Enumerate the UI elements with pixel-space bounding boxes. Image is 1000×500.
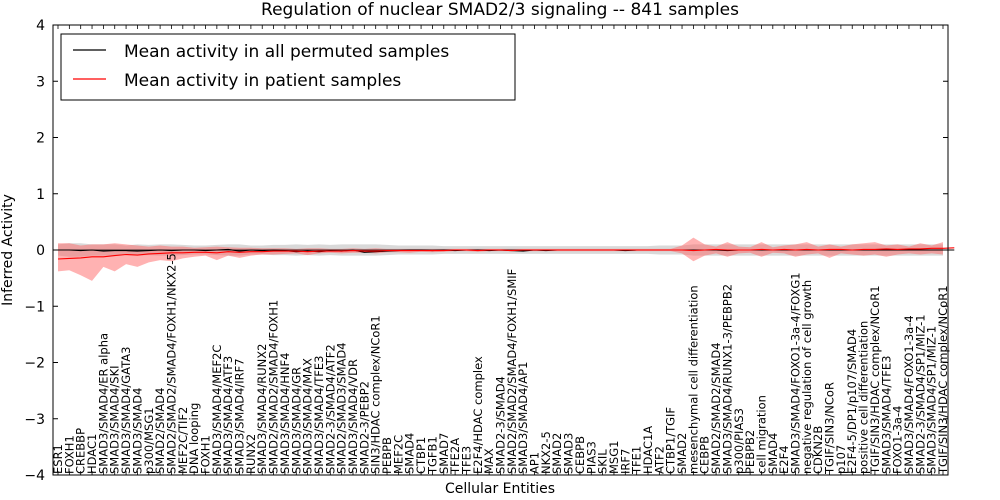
- activity-chart: 43210−1−2−3−4 ESR1FOXH1CREBBPHDAC1SMAD3/…: [0, 0, 1000, 500]
- y-tick-label: −3: [24, 412, 45, 428]
- y-tick-label: 1: [36, 187, 45, 203]
- y-tick-label: −1: [24, 299, 45, 315]
- y-tick-label: 4: [36, 18, 45, 34]
- x-axis-label: Cellular Entities: [445, 481, 555, 497]
- y-tick-label: 0: [36, 243, 45, 259]
- y-tick-label: −2: [24, 356, 45, 372]
- legend-label-patient: Mean activity in patient samples: [124, 71, 401, 91]
- y-tick-label: −4: [24, 468, 45, 484]
- legend-label-permuted: Mean activity in all permuted samples: [124, 42, 449, 62]
- y-tick-label: 3: [36, 74, 45, 90]
- legend: Mean activity in all permuted samples Me…: [61, 34, 515, 100]
- y-axis-label: Inferred Activity: [0, 194, 16, 306]
- category-label: TGIF/SIN3/HDAC complex/NCoR1: [936, 285, 950, 475]
- chart-title: Regulation of nuclear SMAD2/3 signaling …: [261, 0, 739, 20]
- y-tick-label: 2: [36, 131, 45, 147]
